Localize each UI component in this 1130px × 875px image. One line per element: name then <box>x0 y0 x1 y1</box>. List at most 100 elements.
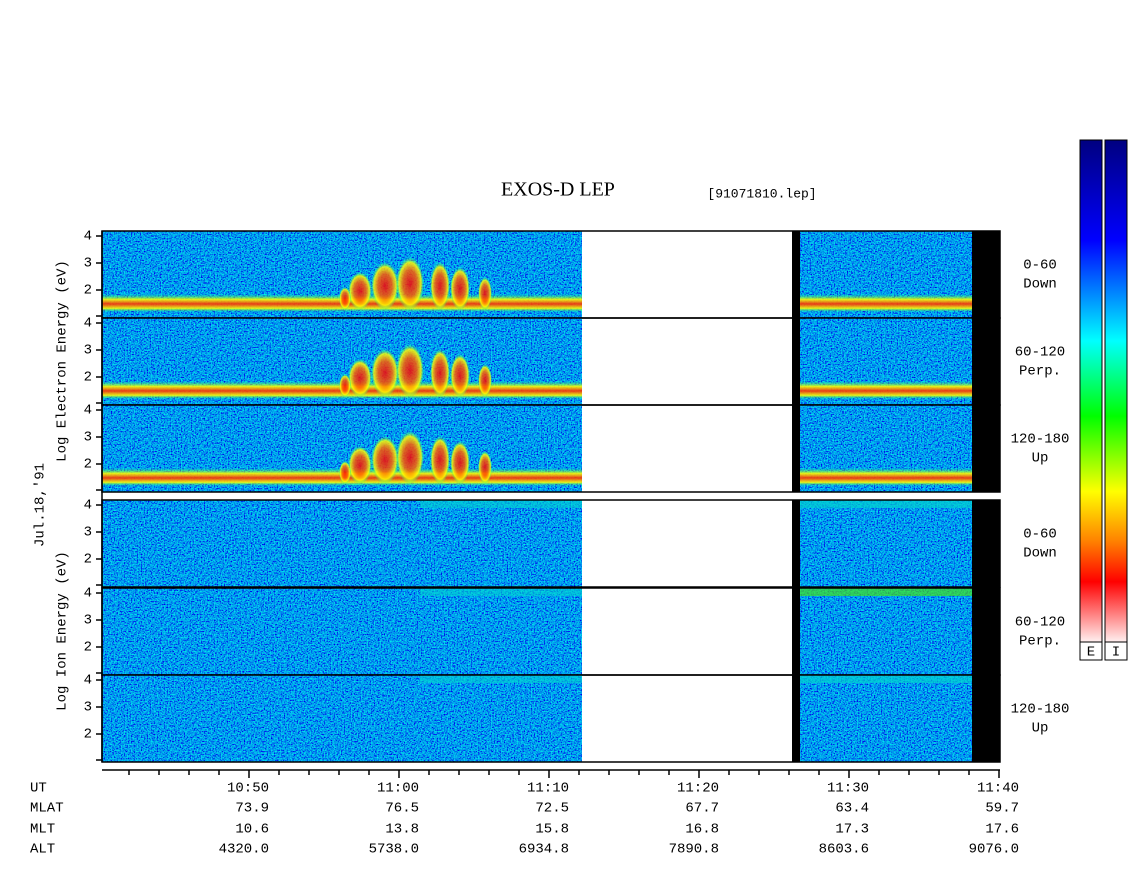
burst <box>450 441 470 484</box>
panel-label: 120-180 <box>1011 432 1070 448</box>
y-axis-label: Log Ion Energy (eV) <box>55 551 71 711</box>
row-value: 73.9 <box>235 801 269 817</box>
ion-band <box>800 588 972 596</box>
burst <box>348 359 372 397</box>
data-gap <box>972 231 1000 318</box>
burst <box>430 349 450 397</box>
y-tick-label: 2 <box>84 640 92 656</box>
burst <box>478 277 492 310</box>
spectrogram <box>800 675 972 762</box>
low-energy-band <box>800 381 972 399</box>
y-tick-label: 3 <box>84 525 92 541</box>
burst <box>478 364 492 397</box>
spectrogram <box>800 588 972 675</box>
row-value: 5738.0 <box>369 842 419 858</box>
burst <box>339 374 351 397</box>
y-tick-label: 3 <box>84 613 92 629</box>
y-tick-label: 3 <box>84 430 92 446</box>
row-label: ALT <box>30 842 55 858</box>
burst <box>430 436 450 484</box>
row-value: 10:50 <box>227 781 269 797</box>
panel-label: 60-120 <box>1015 345 1065 361</box>
spectrogram <box>102 500 582 587</box>
burst <box>396 344 424 397</box>
y-tick-label: 4 <box>84 229 92 245</box>
y-tick-label: 3 <box>84 256 92 272</box>
burst <box>371 349 399 397</box>
y-tick-label: 4 <box>84 586 92 602</box>
colorbar <box>1079 139 1103 643</box>
burst <box>396 431 424 484</box>
data-gap <box>792 500 800 587</box>
y-tick-label: 2 <box>84 727 92 743</box>
row-label: MLT <box>30 822 55 838</box>
row-value: 10.6 <box>235 822 269 838</box>
date-label: Jul.18,'91 <box>33 463 49 547</box>
data-gap <box>972 405 1000 492</box>
ion-band <box>800 675 972 683</box>
burst <box>396 257 424 310</box>
burst <box>348 272 372 310</box>
data-gap <box>972 318 1000 405</box>
row-value: 17.6 <box>985 822 1019 838</box>
y-tick-label: 2 <box>84 370 92 386</box>
panel-label: Perp. <box>1019 364 1061 380</box>
spectrogram <box>800 500 972 587</box>
panel-label: Up <box>1032 721 1049 737</box>
y-tick-label: 3 <box>84 700 92 716</box>
y-tick-label: 4 <box>84 498 92 514</box>
row-value: 11:30 <box>827 781 869 797</box>
row-value: 9076.0 <box>969 842 1019 858</box>
ion-band <box>800 500 972 508</box>
burst <box>450 354 470 397</box>
data-gap <box>972 675 1000 762</box>
row-value: 16.8 <box>685 822 719 838</box>
y-tick-label: 4 <box>84 316 92 332</box>
row-value: 11:40 <box>977 781 1019 797</box>
row-value: 11:20 <box>677 781 719 797</box>
colorbar-label: E <box>1087 645 1095 661</box>
panel-label: Up <box>1032 451 1049 467</box>
colorbar-label: I <box>1112 645 1120 661</box>
row-value: 11:10 <box>527 781 569 797</box>
panel-label: 0-60 <box>1023 258 1057 274</box>
data-gap <box>792 588 800 675</box>
data-gap <box>792 405 800 492</box>
y-axis-label: Log Electron Energy (eV) <box>55 260 71 462</box>
row-label: UT <box>30 781 47 797</box>
y-tick-label: 4 <box>84 403 92 419</box>
row-value: 15.8 <box>535 822 569 838</box>
colorbar <box>1104 139 1128 643</box>
y-tick-label: 3 <box>84 343 92 359</box>
file-name: [91071810.lep] <box>707 186 816 201</box>
row-label: MLAT <box>30 801 64 817</box>
burst <box>339 287 351 310</box>
y-tick-label: 2 <box>84 457 92 473</box>
low-energy-band <box>800 294 972 312</box>
data-gap <box>972 588 1000 675</box>
burst <box>430 262 450 310</box>
row-value: 4320.0 <box>219 842 269 858</box>
burst <box>348 446 372 484</box>
burst <box>339 461 351 484</box>
row-value: 63.4 <box>835 801 869 817</box>
row-value: 13.8 <box>385 822 419 838</box>
row-value: 7890.8 <box>669 842 719 858</box>
row-value: 11:00 <box>377 781 419 797</box>
y-tick-label: 2 <box>84 552 92 568</box>
row-value: 6934.8 <box>519 842 569 858</box>
ion-band <box>420 675 582 683</box>
row-value: 67.7 <box>685 801 719 817</box>
row-value: 8603.6 <box>819 842 869 858</box>
row-value: 17.3 <box>835 822 869 838</box>
row-value: 76.5 <box>385 801 419 817</box>
ion-band <box>420 588 582 596</box>
burst <box>478 451 492 484</box>
burst <box>371 262 399 310</box>
spectrogram <box>102 675 582 762</box>
data-gap <box>972 500 1000 587</box>
spectrogram <box>102 588 582 675</box>
panel-label: 60-120 <box>1015 615 1065 631</box>
colorbar-label-box <box>1104 641 1128 661</box>
